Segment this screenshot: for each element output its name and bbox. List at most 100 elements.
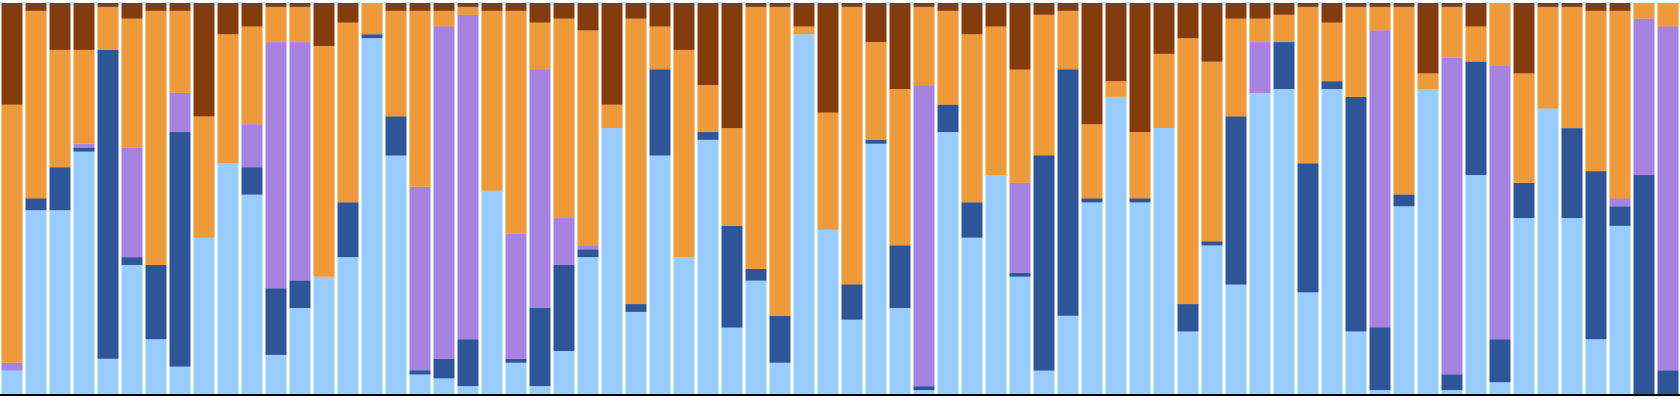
bar-segment (961, 34, 983, 203)
bar-segment (1441, 57, 1463, 375)
bar-segment (1, 3, 23, 105)
bar-segment (337, 22, 359, 203)
bar-segment (1225, 18, 1247, 117)
bar-segment (1033, 3, 1055, 15)
bar-segment (625, 304, 647, 312)
bar-segment (121, 257, 143, 265)
bar-segment (49, 167, 71, 211)
bar-segment (1033, 14, 1055, 156)
bar-segment (1345, 6, 1367, 97)
bar-segment (457, 339, 479, 387)
bar-segment (505, 362, 527, 394)
bar-segment (265, 42, 287, 289)
bar-segment (481, 190, 503, 394)
bar-segment (913, 390, 935, 394)
bar-segment (289, 6, 311, 43)
bar-segment (385, 116, 407, 156)
bar-segment (697, 132, 719, 140)
bar-segment (1465, 26, 1487, 62)
bar-segment (1057, 10, 1079, 70)
bar-segment (1489, 3, 1511, 66)
bar-segment (313, 276, 335, 394)
bar-segment (1321, 89, 1343, 395)
bar-segment (169, 3, 191, 11)
bar-segment (361, 38, 383, 394)
bar-segment (529, 3, 551, 23)
bar-segment (745, 280, 767, 394)
bar-segment (697, 3, 719, 86)
bar-segment (1393, 206, 1415, 394)
bar-segment (1249, 18, 1271, 43)
bar-segment (289, 280, 311, 308)
bar-segment (1009, 182, 1031, 273)
bar-segment (1321, 81, 1343, 90)
bar-segment (121, 3, 143, 19)
bar-segment (73, 49, 95, 144)
bar-segment (697, 85, 719, 133)
bar-segment (313, 3, 335, 47)
bar-segment (961, 202, 983, 238)
bar-segment (1465, 61, 1487, 176)
bar-segment (505, 358, 527, 363)
bar-segment (985, 3, 1007, 27)
bar-segment (649, 69, 671, 156)
bar-segment (1609, 206, 1631, 226)
bar-segment (1561, 3, 1583, 7)
bar-segment (121, 18, 143, 148)
bar-segment (1249, 42, 1271, 93)
bar-segment (1393, 6, 1415, 195)
bar-segment (1153, 128, 1175, 394)
bar-segment (577, 3, 599, 31)
bar-segment (1537, 6, 1559, 109)
bar-segment (241, 124, 263, 168)
bar-segment (73, 143, 95, 148)
bar-segment (721, 327, 743, 394)
bar-segment (1465, 175, 1487, 394)
bar-segment (937, 132, 959, 394)
bar-segment (409, 10, 431, 187)
bar-segment (865, 139, 887, 144)
bar-segment (529, 22, 551, 70)
bar-segment (1153, 3, 1175, 54)
bar-segment (1009, 3, 1031, 70)
bar-segment (145, 339, 167, 394)
bar-segment (481, 3, 503, 11)
bar-segment (241, 194, 263, 394)
bar-segment (817, 229, 839, 394)
bar-segment (913, 3, 935, 7)
bar-segment (217, 34, 239, 164)
bar-segment (673, 257, 695, 394)
bar-segment (553, 350, 575, 394)
bar-segment (433, 358, 455, 379)
bar-segment (1009, 272, 1031, 277)
bar-segment (1177, 331, 1199, 394)
bar-segment (1657, 3, 1679, 27)
bar-segment (985, 175, 1007, 394)
bar-segment (1537, 108, 1559, 394)
bar-segment (1105, 81, 1127, 97)
bar-segment (145, 10, 167, 265)
bar-segment (673, 3, 695, 50)
bar-segment (1297, 6, 1319, 164)
bar-segment (913, 6, 935, 86)
bar-segment (1321, 22, 1343, 82)
bar-segment (289, 42, 311, 281)
bar-segment (169, 92, 191, 133)
bar-segment (793, 34, 815, 394)
bar-segment (193, 237, 215, 394)
bar-segment (1057, 315, 1079, 394)
bar-segment (241, 167, 263, 195)
bar-segment (1273, 89, 1295, 395)
bar-segment (1, 362, 23, 371)
bar-segment (1129, 132, 1151, 199)
bar-segment (793, 3, 815, 27)
bar-segment (817, 112, 839, 230)
bar-segment (457, 3, 479, 7)
bar-segment (1369, 390, 1391, 394)
bar-segment (25, 198, 47, 211)
bar-segment (1129, 3, 1151, 133)
bar-segment (721, 128, 743, 226)
bar-segment (553, 3, 575, 19)
bar-segment (937, 104, 959, 133)
bar-segment (457, 386, 479, 394)
